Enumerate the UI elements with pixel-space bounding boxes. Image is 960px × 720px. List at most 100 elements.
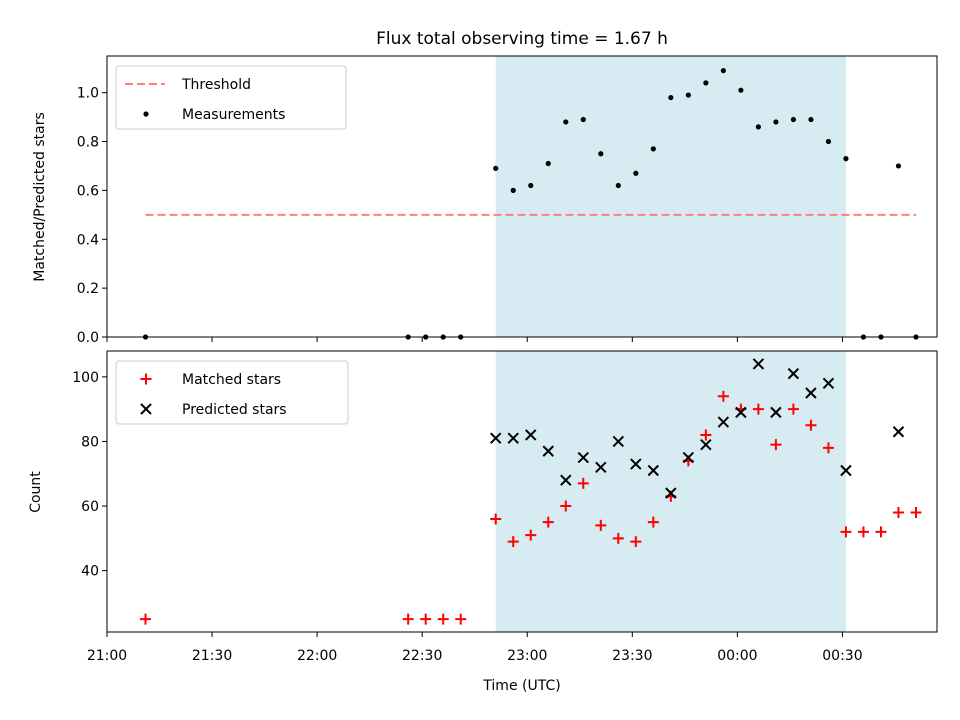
- matched-star-point: [595, 519, 607, 531]
- xtick-label: 00:30: [822, 648, 862, 664]
- measurement-point: [843, 156, 849, 162]
- predicted-star-point: [595, 461, 607, 473]
- top-ytick-label: 0.6: [77, 183, 99, 199]
- bottom-ytick-label: 100: [72, 370, 99, 386]
- measurement-point: [615, 182, 621, 189]
- matched-star-point: [787, 403, 799, 415]
- measurement-point: [738, 87, 744, 93]
- predicted-star-point: [525, 429, 537, 441]
- bottom-plot-frame: [106, 350, 938, 633]
- measurement-point: [825, 138, 832, 145]
- predicted-star-point: [682, 451, 695, 464]
- matched-star-point: [822, 442, 834, 454]
- matched-star-point: [140, 613, 152, 625]
- xtick-label: 23:00: [507, 648, 547, 664]
- bottom-chart-xlabel: Time (UTC): [482, 678, 560, 694]
- legend-label: Matched stars: [182, 372, 281, 388]
- legend-label: Measurements: [182, 107, 285, 123]
- matched-star-point: [490, 513, 502, 525]
- xtick-label: 21:30: [192, 648, 232, 664]
- bottom-legend: [115, 360, 349, 425]
- measurement-point: [773, 119, 779, 125]
- measurement-point: [545, 160, 551, 167]
- predicted-star-point: [752, 358, 765, 370]
- legend-predicted-handle: [140, 403, 152, 415]
- predicted-star-point: [507, 432, 519, 444]
- matched-star-point: [805, 419, 817, 431]
- matched-star-point: [455, 613, 467, 625]
- matched-star-point: [437, 613, 449, 625]
- measurement-point: [563, 119, 569, 125]
- top-ytick-label: 0.8: [77, 135, 99, 151]
- top-observing-window: [495, 56, 846, 337]
- measurement-point: [720, 68, 726, 74]
- predicted-star-point: [700, 438, 712, 451]
- predicted-star-point: [560, 474, 572, 486]
- measurement-point: [493, 165, 499, 171]
- xtick-label: 23:30: [612, 648, 652, 664]
- matched-star-point: [647, 516, 659, 528]
- measurement-point: [685, 92, 691, 98]
- xtick-label: 22:30: [402, 648, 442, 664]
- matched-star-point: [700, 429, 712, 441]
- legend-measurement-handle: [143, 111, 149, 117]
- top-ytick-label: 0.2: [77, 281, 99, 297]
- matched-star-point: [752, 403, 764, 415]
- predicted-star-point: [787, 367, 800, 380]
- top-ytick-label: 0.4: [77, 232, 99, 248]
- measurement-point: [703, 80, 709, 86]
- matched-star-point: [840, 526, 852, 538]
- measurement-point: [633, 170, 639, 176]
- matched-star-point: [630, 536, 642, 548]
- predicted-star-point: [490, 432, 502, 444]
- bottom-ytick-label: 60: [81, 499, 99, 515]
- top-ytick-label: 1.0: [77, 86, 99, 102]
- predicted-star-point: [735, 406, 747, 419]
- predicted-star-point: [822, 377, 835, 390]
- measurement-point: [580, 116, 586, 123]
- predicted-star-point: [892, 426, 905, 438]
- matched-star-point: [910, 506, 922, 518]
- matched-star-point: [542, 516, 554, 528]
- legend-label: Predicted stars: [182, 402, 287, 418]
- bottom-chart-ylabel: Count: [28, 471, 44, 513]
- top-legend: [115, 65, 347, 130]
- predicted-star-point: [630, 458, 642, 470]
- matched-star-point: [717, 390, 729, 402]
- measurement-point: [650, 146, 656, 152]
- measurement-point: [510, 187, 516, 193]
- predicted-star-point: [665, 487, 677, 499]
- matched-star-point: [770, 439, 782, 451]
- bottom-ytick-label: 40: [81, 564, 99, 580]
- bottom-ytick-label: 80: [81, 434, 99, 450]
- measurement-point: [598, 151, 604, 157]
- top-ytick-label: 0.0: [77, 330, 99, 346]
- top-chart-ylabel: Matched/Predicted stars: [32, 112, 48, 282]
- predicted-star-point: [612, 435, 625, 448]
- xtick-label: 21:00: [87, 648, 127, 664]
- measurement-point: [895, 163, 902, 169]
- predicted-star-point: [577, 451, 589, 464]
- matched-star-point: [577, 477, 589, 489]
- matched-star-point: [507, 536, 519, 548]
- predicted-star-point: [840, 464, 852, 477]
- predicted-star-point: [542, 445, 554, 457]
- legend-label: Threshold: [181, 77, 251, 93]
- measurement-point: [668, 94, 674, 101]
- matched-star-point: [892, 506, 904, 518]
- predicted-star-point: [805, 387, 817, 399]
- top-chart-title: Flux total observing time = 1.67 h: [376, 29, 668, 49]
- matched-star-point: [875, 526, 887, 538]
- matched-star-point: [857, 526, 869, 538]
- matched-star-point: [612, 532, 624, 544]
- top-plot-frame: [106, 55, 938, 338]
- predicted-star-point: [770, 406, 782, 419]
- xtick-label: 22:00: [297, 648, 337, 664]
- predicted-star-point: [717, 416, 730, 428]
- xtick-label: 00:00: [717, 648, 757, 664]
- measurement-point: [528, 182, 534, 189]
- measurement-point: [755, 124, 761, 130]
- legend-matched-handle: [140, 373, 152, 385]
- matched-star-point: [560, 500, 572, 512]
